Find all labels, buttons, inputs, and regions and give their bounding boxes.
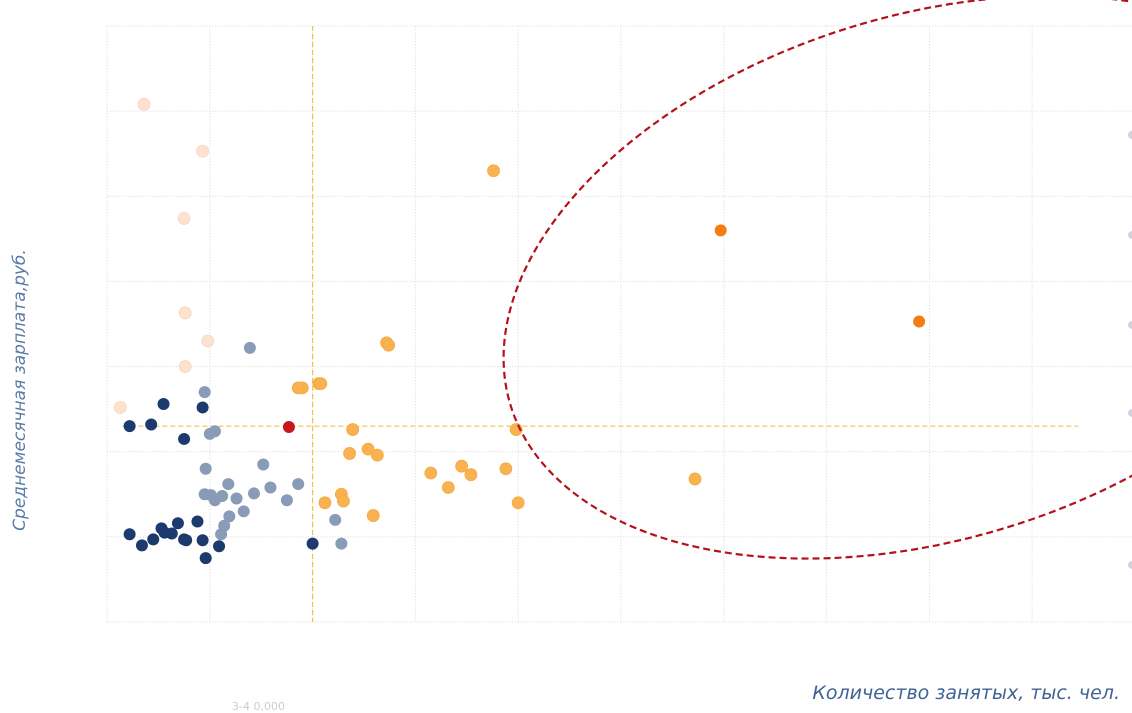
data-point-peach <box>137 97 151 111</box>
data-point-light-orange <box>511 496 525 510</box>
y-axis-label: Среднемесячная зарплата,руб. <box>2 180 38 600</box>
data-point-peach <box>178 306 192 320</box>
data-point-light-orange <box>314 377 328 391</box>
data-point-slate <box>199 462 212 475</box>
data-point-peach <box>196 144 210 158</box>
cut-off-edge-mark <box>1128 321 1132 329</box>
data-point-navy <box>196 534 209 547</box>
data-point-slate <box>335 537 348 550</box>
data-point-light-orange <box>487 164 500 178</box>
data-point-slate <box>222 478 235 491</box>
data-point-peach <box>113 401 127 414</box>
data-point-navy <box>196 401 209 414</box>
data-point-navy <box>145 418 158 431</box>
data-point-light-orange <box>370 448 384 462</box>
data-point-navy <box>135 539 148 552</box>
data-point-light-orange <box>688 472 702 486</box>
data-point-light-orange <box>291 381 305 395</box>
data-point-orange <box>714 224 727 237</box>
cut-off-edge-mark <box>1128 231 1132 239</box>
x-axis-label: Количество занятых, тыс. чел. <box>812 682 1120 704</box>
highlight-ellipse <box>502 0 1132 560</box>
data-point-light-orange <box>441 481 455 494</box>
data-point-navy <box>147 533 160 546</box>
data-point-light-orange <box>499 462 513 476</box>
cut-off-edge-mark <box>1128 131 1132 139</box>
data-point-navy <box>306 537 319 550</box>
data-point-navy <box>171 517 184 530</box>
data-point-slate <box>215 528 228 541</box>
data-point-navy <box>157 398 170 411</box>
data-point-red <box>282 421 295 434</box>
data-point-slate <box>264 481 277 494</box>
data-point-navy <box>165 527 178 540</box>
data-point-slate <box>280 494 293 507</box>
data-point-light-orange <box>424 466 438 480</box>
data-point-light-orange <box>346 423 360 436</box>
data-point-light-orange <box>464 468 478 482</box>
data-point-navy <box>178 432 191 445</box>
data-point-slate <box>248 487 261 500</box>
data-point-light-orange <box>382 338 396 352</box>
data-point-navy <box>180 534 193 547</box>
cut-off-edge-mark <box>1128 561 1132 569</box>
data-point-navy <box>191 515 204 528</box>
data-point-slate <box>216 489 229 502</box>
data-point-slate <box>208 425 221 438</box>
data-point-light-orange <box>318 496 332 510</box>
data-point-light-orange <box>337 494 350 508</box>
data-point-orange <box>913 315 926 328</box>
data-point-slate <box>257 458 270 471</box>
data-point-slate <box>237 505 250 518</box>
cut-off-edge-mark <box>1128 409 1132 417</box>
y-axis-label-text: Среднемесячная зарплата,руб. <box>10 249 30 531</box>
data-point-slate <box>329 513 342 526</box>
data-point-light-orange <box>343 447 357 460</box>
data-point-slate <box>243 341 256 354</box>
data-point-slate <box>198 386 211 399</box>
data-point-navy <box>123 528 136 541</box>
data-point-navy <box>123 420 136 433</box>
bottom-cut-off-text: 3-4 0,000 <box>232 700 285 713</box>
data-point-light-orange <box>455 459 469 473</box>
data-point-peach <box>177 212 191 225</box>
data-point-slate <box>223 510 236 523</box>
data-point-peach <box>178 360 192 373</box>
data-point-peach <box>201 334 215 348</box>
data-point-light-orange <box>361 442 375 456</box>
data-point-slate <box>292 478 305 491</box>
data-point-light-orange <box>366 509 380 522</box>
data-point-navy <box>213 540 226 553</box>
data-point-slate <box>230 492 243 505</box>
data-point-navy <box>199 552 212 565</box>
